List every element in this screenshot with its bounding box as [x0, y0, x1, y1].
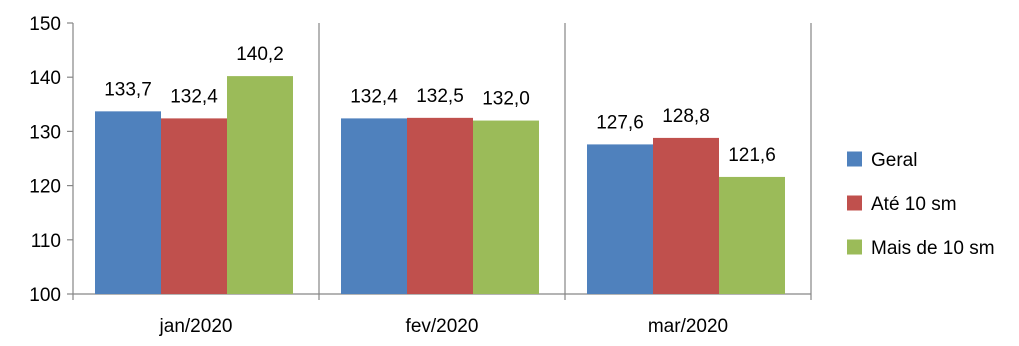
data-label: 128,8	[662, 106, 710, 127]
bar-at-10-sm-1	[407, 117, 473, 294]
legend-swatch	[847, 151, 862, 167]
data-label: 133,7	[104, 79, 152, 100]
y-tick-label: 120	[29, 177, 61, 198]
bar-at-10-sm-2	[653, 137, 719, 294]
legend-swatch	[847, 239, 862, 255]
x-category-label: jan/2020	[159, 316, 233, 337]
bar-mais-de-10-sm-2	[719, 176, 785, 294]
data-label: 127,6	[596, 112, 644, 133]
bars-group	[95, 76, 785, 294]
data-label: 132,0	[482, 89, 530, 110]
data-label: 121,6	[728, 145, 776, 166]
legend-label: Geral	[871, 150, 917, 171]
y-tick-label: 110	[31, 231, 61, 252]
bar-geral-2	[587, 144, 653, 294]
y-tick-label: 130	[29, 122, 61, 143]
y-tick-label: 140	[29, 68, 61, 89]
x-category-label: fev/2020	[406, 316, 479, 337]
y-tick-label: 150	[29, 14, 61, 35]
bar-mais-de-10-sm-1	[473, 120, 539, 294]
data-labels-group: 133,7 132,4 127,6 132,4 132,5 128,8 140,2 132,0…	[104, 44, 776, 166]
data-label: 132,4	[350, 86, 398, 107]
legend-label: Até 10 sm	[871, 194, 957, 215]
data-label: 132,5	[416, 86, 464, 107]
bar-at-10-sm-0	[161, 118, 227, 294]
bar-geral-0	[95, 111, 161, 294]
legend-label: Mais de 10 sm	[871, 238, 995, 259]
bar-geral-1	[341, 118, 407, 294]
legend-swatch	[847, 195, 862, 211]
x-category-label: mar/2020	[648, 316, 728, 337]
y-tick-label: 100	[29, 285, 61, 306]
axes: 100 110 120 130 140 150 jan/2020 fev/2020 mar/20…	[29, 14, 812, 337]
legend: Geral Até 10 sm Mais de 10 sm	[847, 150, 995, 259]
data-label: 140,2	[236, 44, 284, 65]
data-label: 132,4	[170, 86, 218, 107]
bar-mais-de-10-sm-0	[227, 76, 293, 294]
